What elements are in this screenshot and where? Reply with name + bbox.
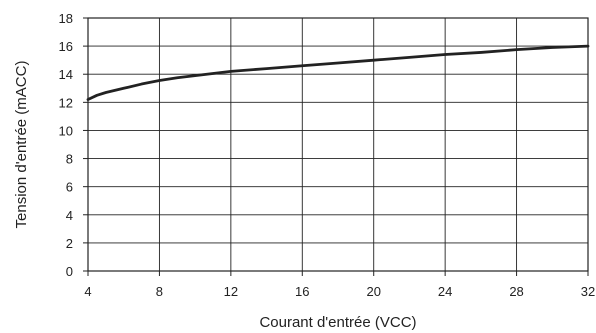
y-tick-label-6: 6 <box>66 180 73 195</box>
y-tick-label-0: 0 <box>66 264 73 279</box>
plot-frame <box>87 17 589 272</box>
y-tick-labels: 0 2 4 6 8 10 12 14 16 18 <box>59 11 88 279</box>
x-tick-label-16: 16 <box>295 284 309 299</box>
x-axis-title: Courant d'entrée (VCC) <box>259 314 416 331</box>
y-tick-label-16: 16 <box>59 39 73 54</box>
y-tick-label-10: 10 <box>59 123 73 138</box>
y-tick-label-14: 14 <box>59 67 73 82</box>
y-tick-label-18: 18 <box>59 11 73 26</box>
series-layer <box>86 44 590 101</box>
y-tick-label-4: 4 <box>66 208 73 223</box>
y-tick-label-12: 12 <box>59 95 73 110</box>
y-tick-label-2: 2 <box>66 236 73 251</box>
x-tick-label-12: 12 <box>224 284 238 299</box>
x-tick-label-8: 8 <box>156 284 163 299</box>
x-tick-label-32: 32 <box>581 284 595 299</box>
grid <box>87 17 589 272</box>
x-tick-label-24: 24 <box>438 284 452 299</box>
series-line-0 <box>86 44 590 101</box>
y-axis-title: Tension d'entrée (mACC) <box>13 61 30 229</box>
x-tick-label-28: 28 <box>509 284 523 299</box>
x-tick-label-20: 20 <box>366 284 380 299</box>
x-tick-labels: 4 8 12 16 20 24 28 32 <box>84 271 595 299</box>
y-tick-label-8: 8 <box>66 152 73 167</box>
x-tick-label-4: 4 <box>84 284 91 299</box>
